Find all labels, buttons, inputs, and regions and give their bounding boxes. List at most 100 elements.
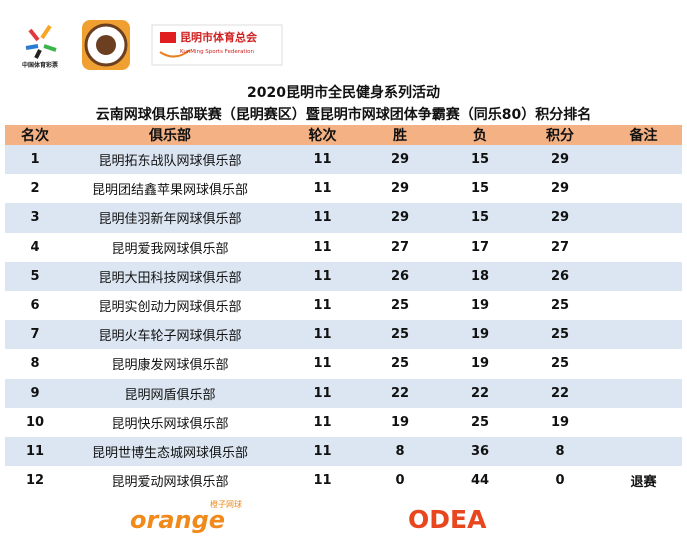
cell: 15 — [470, 210, 490, 226]
cell: 36 — [470, 443, 490, 459]
cell: 11 — [313, 385, 332, 401]
cell: 29 — [550, 152, 570, 168]
cell: 6 — [30, 298, 40, 314]
cell: 11 — [313, 152, 332, 168]
cell: 19 — [470, 327, 490, 343]
title-line2: 云南网球俱乐部联赛（昆明赛区）暨昆明市网球团体争霸赛（同乐80）积分排名 — [95, 107, 592, 123]
cell: 25 — [390, 356, 410, 372]
cell: 昆明爱我网球俱乐部 — [111, 241, 229, 257]
cell: 29 — [550, 181, 570, 197]
header-row: 名次 俱乐部 轮次 胜 负 积分 备注 — [5, 125, 682, 145]
cell: 11 — [313, 443, 332, 459]
cell: 15 — [470, 152, 490, 168]
cell: 19 — [550, 414, 570, 430]
cell: 15 — [470, 181, 490, 197]
header-cell: 轮次 — [308, 128, 337, 144]
cell: 19 — [470, 298, 490, 314]
cell: 昆明世博生态城网球俱乐部 — [91, 445, 248, 461]
cell: 11 — [313, 181, 332, 197]
cell: 25 — [390, 298, 410, 314]
cell: 退赛 — [630, 475, 657, 491]
cell: 25 — [390, 327, 410, 343]
cell: 3 — [30, 210, 40, 226]
cell: 22 — [470, 385, 490, 401]
table-row: 5 昆明大田科技网球俱乐部 11 26 18 26 — [5, 261, 682, 291]
cell: 11 — [313, 327, 332, 343]
cell: 29 — [550, 210, 570, 226]
cell: 19 — [390, 414, 410, 430]
header-cell: 俱乐部 — [149, 128, 191, 144]
cell: 22 — [390, 385, 410, 401]
cell: 26 — [550, 268, 570, 284]
cell: 11 — [313, 210, 332, 226]
cell: 11 — [25, 443, 45, 459]
table-row: 9 昆明网盾俱乐部 11 22 22 22 — [5, 378, 682, 408]
cell: 29 — [390, 181, 410, 197]
cell: 27 — [550, 239, 570, 255]
table-row: 3 昆明佳羽新年网球俱乐部 11 29 15 29 — [5, 203, 682, 233]
club-emblem — [82, 20, 130, 70]
footer-logos: 橙子网球 orange ODEA — [130, 499, 487, 534]
cell: 11 — [313, 239, 332, 255]
cell: 昆明火车轮子网球俱乐部 — [98, 329, 242, 345]
cell: 5 — [30, 268, 40, 284]
cell: 22 — [550, 385, 570, 401]
federation-en: KunMing Sports Federation — [180, 49, 254, 55]
cell: 1 — [30, 152, 40, 168]
cell: 18 — [470, 268, 490, 284]
cell: 19 — [470, 356, 490, 372]
cell: 昆明佳羽新年网球俱乐部 — [98, 212, 242, 228]
cell: 26 — [390, 268, 410, 284]
sponsor1-cn: 橙子网球 — [210, 499, 242, 509]
cell: 昆明康发网球俱乐部 — [111, 358, 229, 374]
header-cell: 负 — [473, 128, 487, 144]
federation-logo: 昆明市体育总会 KunMing Sports Federation — [151, 24, 283, 66]
cell: 昆明爱动网球俱乐部 — [111, 475, 229, 491]
header-cell: 积分 — [546, 128, 574, 144]
cell: 11 — [313, 298, 332, 314]
cell: 11 — [313, 356, 332, 372]
cell: 0 — [395, 473, 405, 489]
cell: 11 — [313, 268, 332, 284]
table-row: 2 昆明团结鑫苹果网球俱乐部 11 29 15 29 — [5, 174, 682, 203]
header-cell: 胜 — [393, 128, 407, 144]
cell: 昆明实创动力网球俱乐部 — [98, 300, 242, 316]
cell: 29 — [390, 210, 410, 226]
cell: 11 — [313, 414, 332, 430]
sponsor2-logo: ODEA — [408, 505, 487, 534]
ranking-table: 名次 俱乐部 轮次 胜 负 积分 备注 1 昆明拓东战队网球俱乐部 11 29 15 29 2 昆明团结鑫苹… — [5, 125, 682, 495]
cell: 11 — [313, 473, 332, 489]
cell: 9 — [30, 385, 40, 401]
cell: 29 — [390, 152, 410, 168]
cell: 昆明拓东战队网球俱乐部 — [98, 154, 242, 170]
table-row: 4 昆明爱我网球俱乐部 11 27 17 27 — [5, 233, 682, 262]
cell: 昆明快乐网球俱乐部 — [111, 416, 229, 432]
table-row: 11 昆明世博生态城网球俱乐部 11 8 36 8 — [5, 436, 682, 467]
logo-bar: 中国体育彩票 昆明市体育总会 KunMing Sports Federation — [22, 20, 283, 70]
cell: 25 — [470, 414, 490, 430]
cell: 8 — [395, 443, 405, 459]
header-cell: 名次 — [21, 128, 49, 144]
cell: 10 — [25, 414, 45, 430]
cell: 17 — [470, 239, 490, 255]
table-row: 6 昆明实创动力网球俱乐部 11 25 19 25 — [5, 291, 682, 320]
cell: 0 — [555, 473, 565, 489]
table-row: 10 昆明快乐网球俱乐部 11 19 25 19 — [5, 408, 682, 437]
cell: 昆明大田科技网球俱乐部 — [98, 270, 242, 286]
cell: 27 — [390, 239, 410, 255]
title-line1: 2020昆明市全民健身系列活动 — [247, 85, 440, 101]
cell: 昆明网盾俱乐部 — [124, 387, 216, 403]
table-row: 8 昆明康发网球俱乐部 11 25 19 25 — [5, 349, 682, 378]
cell: 8 — [555, 443, 565, 459]
cell: 12 — [25, 473, 45, 489]
cell: 2 — [30, 181, 40, 197]
lottery-logo: 中国体育彩票 — [22, 24, 58, 69]
sponsor1-logo: orange — [130, 506, 225, 534]
cell: 25 — [550, 356, 570, 372]
header-cell: 备注 — [629, 128, 658, 144]
federation-name: 昆明市体育总会 — [180, 30, 258, 44]
lottery-text: 中国体育彩票 — [22, 61, 58, 69]
cell: 25 — [550, 327, 570, 343]
table-row: 7 昆明火车轮子网球俱乐部 11 25 19 25 — [5, 320, 682, 350]
